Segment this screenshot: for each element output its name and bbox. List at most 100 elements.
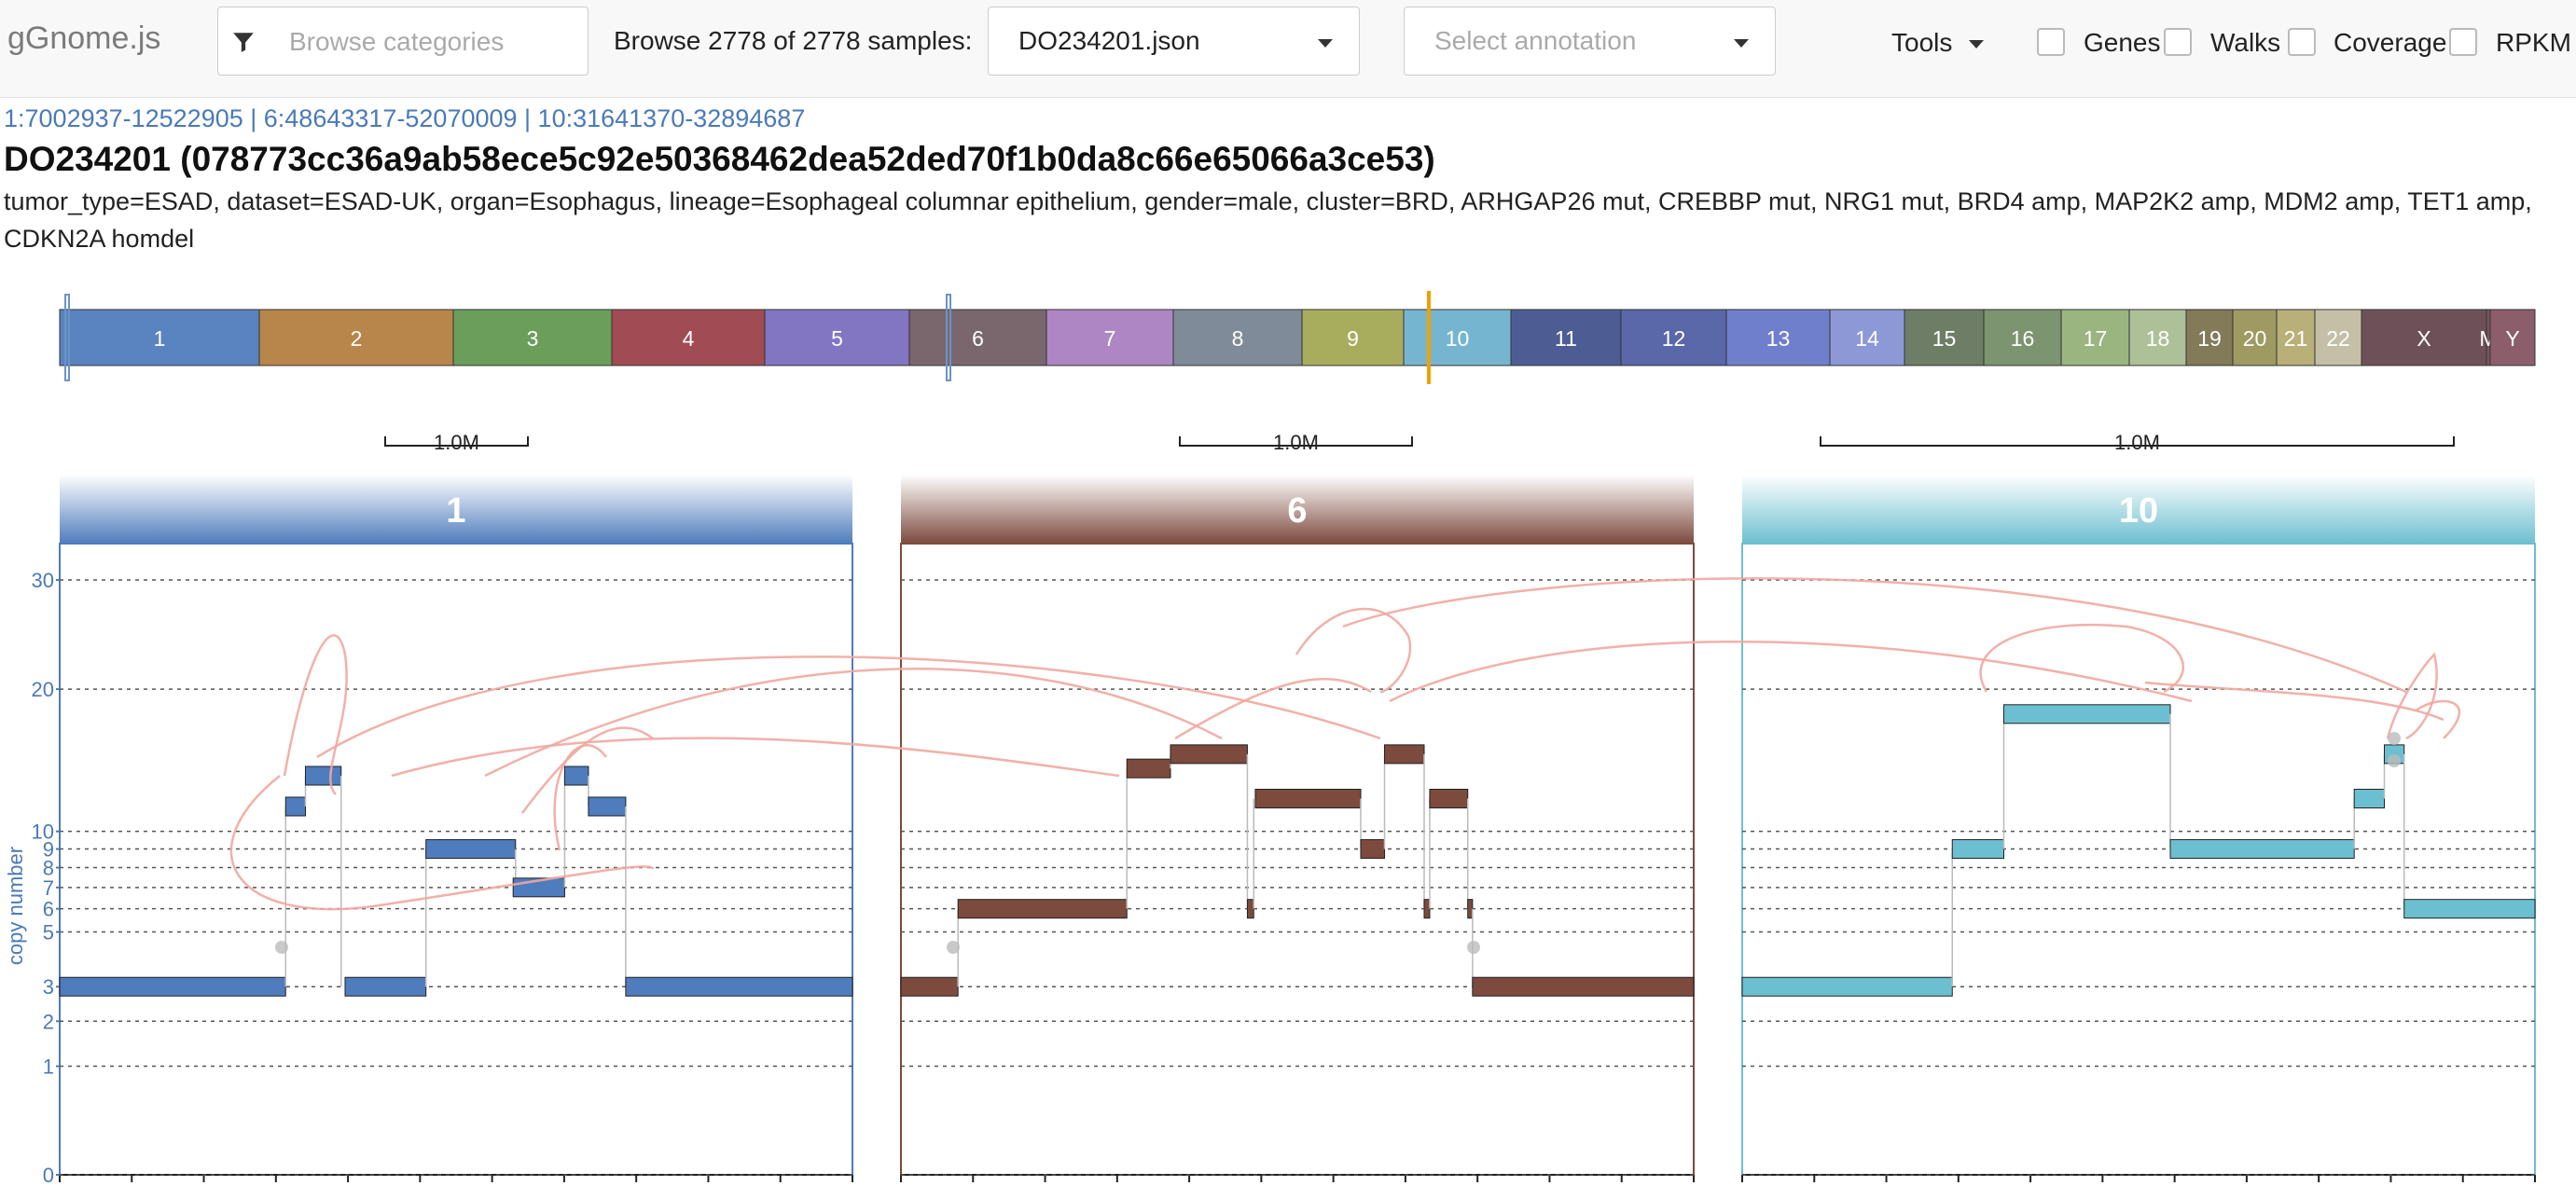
chromosome-band-6[interactable]	[908, 309, 1047, 366]
chromosome-band-13[interactable]	[1725, 309, 1831, 366]
chromosome-band-y[interactable]	[2489, 309, 2536, 366]
genes-checkbox[interactable]	[2037, 28, 2065, 56]
coverage-checkbox[interactable]	[2288, 28, 2316, 56]
cn-segment-chr6	[1384, 744, 1425, 765]
cn-segment-chr6	[1170, 744, 1248, 765]
cn-segment-chr1	[425, 839, 517, 860]
genes-label: Genes	[2084, 28, 2161, 57]
copy-number-segments	[59, 704, 2536, 997]
chromosome-band-20[interactable]	[2232, 309, 2278, 366]
coverage-label: Coverage	[2334, 28, 2447, 57]
brush-chr1[interactable]	[64, 294, 70, 381]
scale-bar-label: 1.0M	[434, 431, 479, 454]
junction-arc	[2415, 699, 2460, 739]
category-search-input[interactable]	[287, 22, 571, 62]
y-tick-label: 7	[43, 876, 54, 900]
junction-arc	[316, 655, 1381, 759]
chromosome-band-14[interactable]	[1829, 309, 1905, 366]
brush-chr10[interactable]	[1427, 291, 1431, 384]
chromosome-band-2[interactable]	[258, 309, 454, 366]
junction-arc	[553, 744, 607, 851]
chromosome-label-5: 5	[831, 326, 843, 351]
rpkm-checkbox[interactable]	[2449, 28, 2477, 56]
locus-link[interactable]: 1:7002937-12522905 | 6:48643317-52070009…	[4, 104, 806, 132]
chromosome-label-20: 20	[2243, 326, 2267, 351]
chromosome-label-11: 11	[1555, 326, 1577, 351]
chromosome-band-17[interactable]	[2060, 309, 2130, 366]
cn-segment-chr6	[1360, 839, 1385, 860]
cn-segment-chr1	[588, 796, 627, 817]
top-navbar: gGnome.js Browse 2778 of 2778 samples: D…	[0, 0, 2576, 98]
y-tick-label: 0	[43, 1164, 54, 1186]
chromosome-panels: 1 6 10	[59, 475, 2536, 1182]
y-tick-label: 5	[43, 921, 54, 945]
chromosome-band-x[interactable]	[2361, 309, 2487, 366]
junction-arc	[1174, 677, 1372, 740]
chromosome-band-4[interactable]	[611, 309, 766, 366]
chromosome-band-5[interactable]	[764, 309, 910, 366]
chromosome-band-22[interactable]	[2314, 309, 2362, 366]
chromosome-label-12: 12	[1662, 326, 1686, 351]
junction-arc	[283, 634, 348, 795]
chromosome-label-2: 2	[351, 326, 363, 351]
panel-title-chr6: 6	[1287, 491, 1307, 531]
panel-header-chr1	[60, 475, 852, 544]
chromosome-band-7[interactable]	[1046, 309, 1174, 366]
cn-segment-chr6	[1429, 788, 1469, 808]
category-search[interactable]	[217, 7, 589, 76]
panel-frame-chr6	[900, 543, 1695, 1176]
cn-segment-chr6	[900, 976, 959, 997]
chromosome-label-21: 21	[2284, 326, 2308, 351]
chromosome-label-8: 8	[1232, 326, 1244, 351]
chromosome-band-18[interactable]	[2128, 309, 2187, 366]
chromosome-label-19: 19	[2197, 326, 2222, 351]
chromosome-band-1[interactable]	[59, 309, 260, 366]
genome-visualization[interactable]: 1 2 3 4 5 6 7 8 9 10 11 12 13 14 15 16 17 18 19 20 21 22 X M Y 1…	[0, 254, 2576, 1186]
junction-arc	[2386, 652, 2438, 740]
brush-chr6[interactable]	[946, 294, 951, 381]
cn-segment-chr1	[563, 765, 589, 786]
browse-count: Browse 2778 of 2778 samples:	[614, 26, 973, 55]
chromosome-band-19[interactable]	[2185, 309, 2234, 366]
chromosome-band-9[interactable]	[1301, 309, 1405, 366]
chromosome-band-12[interactable]	[1620, 309, 1727, 366]
chromosome-label-13: 13	[1766, 326, 1791, 351]
scale-bar-1	[384, 436, 529, 447]
annotation-select[interactable]: Select annotation	[1404, 7, 1776, 76]
scale-bar-label: 1.0M	[2114, 431, 2160, 454]
brand-logo[interactable]: gGnome.js	[7, 21, 161, 56]
chromosome-label-10: 10	[1446, 326, 1470, 351]
sample-metadata: tumor_type=ESAD, dataset=ESAD-UK, organ=…	[4, 187, 2532, 253]
cn-segment-chr6	[957, 899, 1128, 919]
scale-bars: 1.0M 1.0M 1.0M	[384, 431, 2455, 454]
chevron-down-icon	[1318, 39, 1333, 48]
chromosome-band-21[interactable]	[2276, 309, 2316, 366]
caret-down-icon	[1969, 40, 1985, 49]
chromosome-band-16[interactable]	[1983, 309, 2062, 366]
cn-segment-chr10	[1741, 976, 1953, 997]
sample-title: DO234201 (078773cc36a9ab58ece5c92e503684…	[4, 140, 1435, 178]
cn-segment-chr6	[1254, 788, 1362, 808]
walks-checkbox[interactable]	[2164, 28, 2192, 56]
chromosome-band-10[interactable]	[1403, 309, 1512, 366]
cn-segment-chr10	[2003, 704, 2171, 724]
junction-arc	[1389, 641, 2193, 703]
panel-frame-chr1	[59, 543, 853, 1176]
y-tick-label: 30	[32, 569, 54, 592]
cn-segment-chr6	[1423, 899, 1431, 919]
chromosome-label-1: 1	[154, 326, 166, 351]
sample-select[interactable]: DO234201.json	[988, 7, 1360, 76]
cn-segment-chr10	[1951, 839, 2004, 860]
y-tick-label: 2	[43, 1010, 54, 1033]
cn-segment-chr6	[1246, 899, 1254, 919]
chromosome-band-3[interactable]	[452, 309, 613, 366]
chromosome-label-y: Y	[2505, 326, 2519, 351]
tools-dropdown[interactable]: Tools	[1891, 28, 1985, 58]
chromosome-ideogram[interactable]: 1 2 3 4 5 6 7 8 9 10 11 12 13 14 15 16 17 18 19 20 21 22 X M Y	[59, 291, 2536, 384]
loose-end-marker	[947, 941, 960, 954]
annotation-select-placeholder: Select annotation	[1434, 26, 1637, 55]
junction-arcs	[229, 577, 2460, 954]
chromosome-band-8[interactable]	[1172, 309, 1303, 366]
junction-arc	[484, 668, 1223, 778]
